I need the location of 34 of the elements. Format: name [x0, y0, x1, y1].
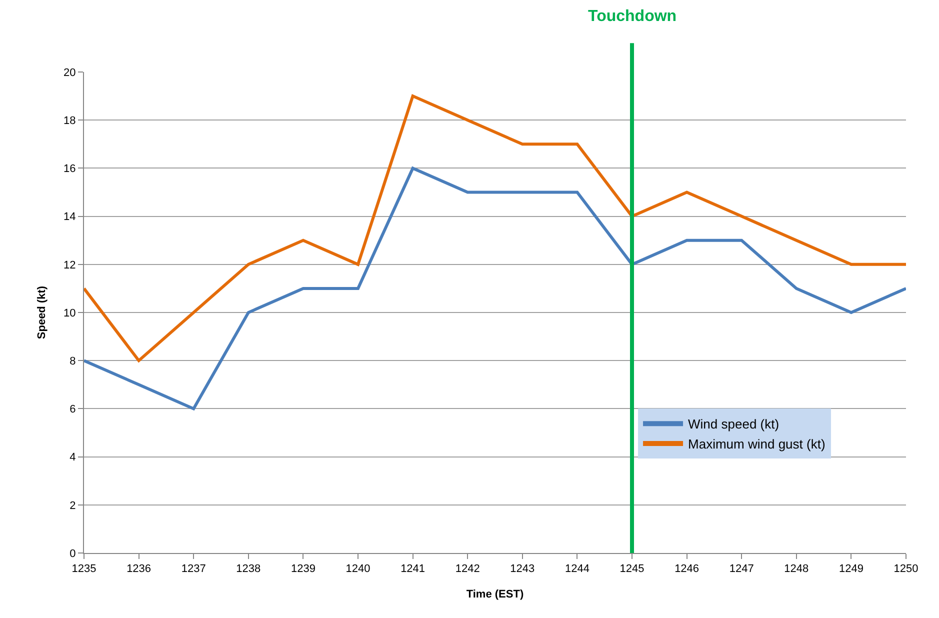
line-series: [84, 166, 906, 410]
y-axis-title: Speed (kt): [36, 286, 48, 340]
x-tick-label: 1241: [400, 563, 426, 576]
line-series: [84, 94, 906, 362]
y-tick-label: 2: [70, 500, 76, 512]
y-tick-label: 0: [70, 548, 76, 560]
x-tick-label: 1247: [729, 563, 754, 576]
x-axis-title: Time (EST): [466, 588, 524, 600]
x-tick-label: 1244: [564, 563, 590, 576]
x-tick-label: 1238: [236, 563, 261, 576]
y-tick-label: 16: [64, 163, 76, 176]
y-tick-label: 4: [70, 452, 76, 464]
y-tick-label: 10: [64, 307, 76, 320]
x-tick-label: 1248: [784, 563, 809, 576]
x-tick-label: 1240: [346, 563, 370, 576]
y-tick-label: 6: [70, 404, 76, 416]
legend-label: Wind speed (kt): [688, 416, 780, 432]
x-tick-label: 1235: [72, 563, 96, 576]
x-tick-label: 1239: [290, 563, 316, 576]
x-tick-label: 1249: [838, 563, 864, 576]
y-tick-label: 14: [64, 211, 76, 224]
ref-line-label: Touchdown: [588, 8, 677, 25]
x-tick-label: 1237: [181, 563, 206, 576]
x-tick-label: 1243: [510, 563, 535, 576]
x-tick-label: 1245: [620, 563, 644, 576]
x-tick-label: 1242: [455, 563, 480, 576]
y-tick-label: 12: [64, 259, 76, 272]
y-tick-label: 8: [70, 355, 76, 368]
y-tick-label: 20: [64, 66, 76, 79]
legend-label: Maximum wind gust (kt): [688, 436, 826, 452]
x-tick-label: 1246: [674, 563, 700, 576]
y-tick-label: 18: [64, 114, 76, 127]
x-tick-label: 1250: [894, 563, 918, 576]
x-tick-label: 1236: [126, 563, 152, 576]
